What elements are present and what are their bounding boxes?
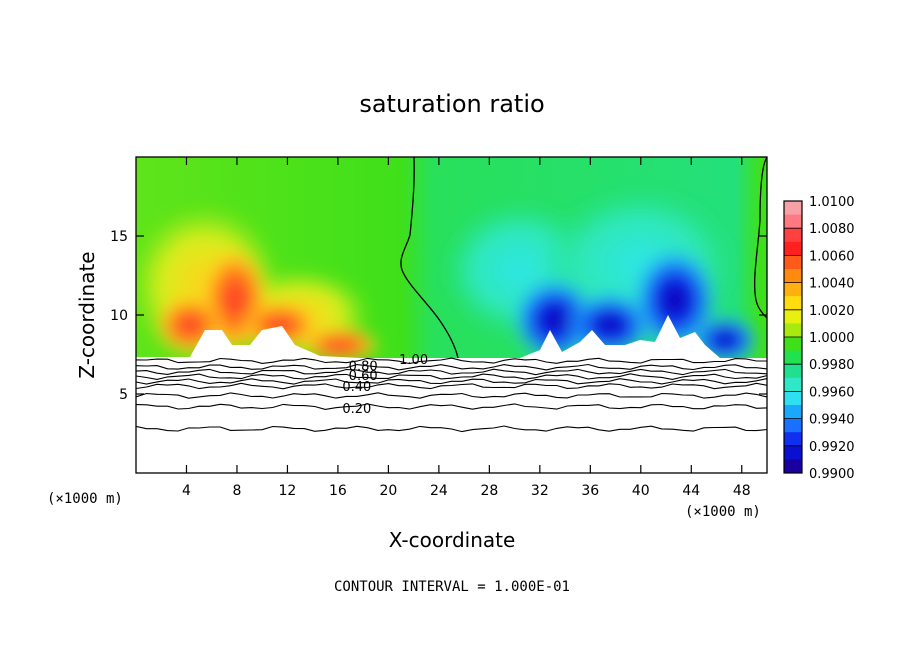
contour-line-1.00-left [400, 157, 459, 359]
colorbar-swatch [784, 296, 802, 311]
y-tick-label: 10 [110, 308, 128, 324]
colorbar-label: 0.9900 [809, 467, 855, 482]
x-tick-label: 20 [379, 483, 397, 499]
x-tick-label: 12 [279, 483, 297, 499]
colorbar-swatch [784, 241, 802, 256]
x-tick-label: 8 [232, 483, 241, 499]
colorbar-label: 1.0020 [809, 304, 855, 319]
x-tick-label: 28 [480, 483, 498, 499]
colorbar-swatch [784, 323, 802, 338]
colorbar-swatch [784, 377, 802, 392]
colorbar-swatch [784, 405, 802, 420]
contour-label: 0.40 [342, 380, 371, 395]
contour-label: 0.60 [349, 369, 378, 384]
x-unit-label-left: (×1000 m) [47, 491, 123, 507]
contour-line-0.80 [136, 363, 767, 371]
colorbar: 1.0100 1.0080 1.0060 1.0040 1.0020 1.0000 0.99… [783, 195, 855, 482]
colorbar-swatch [784, 364, 802, 379]
contour-line-1.00-right [754, 157, 767, 319]
x-axis-label: X-coordinate [389, 528, 516, 552]
colorbar-swatch [784, 391, 802, 406]
contour-label: 0.80 [349, 360, 378, 375]
colorbar-label: 1.0000 [809, 331, 855, 346]
colorbar-swatch [784, 337, 802, 352]
contour-interval-note: CONTOUR INTERVAL = 1.000E-01 [334, 579, 570, 595]
colorbar-swatch [784, 418, 802, 433]
x-tick-label: 48 [733, 483, 751, 499]
colorbar-swatch [784, 459, 802, 474]
colorbar-swatch [784, 228, 802, 243]
x-tick-label: 24 [430, 483, 448, 499]
y-axis-ticks: 5 10 15 [110, 229, 767, 403]
x-tick-label: 16 [329, 483, 347, 499]
y-tick-label: 15 [110, 229, 128, 245]
colorbar-label: 0.9940 [809, 413, 855, 428]
colorbar-swatch [784, 445, 802, 460]
x-axis-ticks: 4 8 12 16 20 24 28 32 36 40 44 48 [182, 157, 751, 499]
y-axis-label: Z-coordinate [75, 251, 99, 378]
x-tick-label: 32 [531, 483, 549, 499]
contour-line-0.70 [136, 368, 767, 376]
colorbar-swatch [784, 201, 802, 216]
colorbar-label: 1.0100 [809, 195, 855, 210]
contour-line-0.50 [136, 378, 767, 385]
subsaturation-region [440, 185, 760, 365]
plot-area [136, 157, 767, 473]
contour-line-0.20 [136, 403, 767, 410]
contour-line-0.40 [136, 382, 767, 390]
supersaturation-region [136, 205, 380, 365]
contour-line-0.60 [136, 373, 767, 380]
colorbar-swatch [784, 432, 802, 447]
contour-line-0.10 [136, 425, 767, 433]
x-tick-label: 36 [581, 483, 599, 499]
colorbar-label: 1.0080 [809, 222, 855, 237]
x-tick-label: 4 [182, 483, 191, 499]
colorbar-label: 0.9960 [809, 385, 855, 400]
colorbar-swatch [784, 350, 802, 365]
contour-labels: 1.00 0.800.600.40 0.20 [342, 353, 428, 417]
colorbar-swatch [784, 255, 802, 270]
x-tick-label: 44 [682, 483, 700, 499]
y-tick-label: 5 [119, 387, 128, 403]
contour-line-0.30 [136, 392, 767, 399]
colorbar-label: 1.0060 [809, 249, 855, 264]
colorbar-label: 1.0040 [809, 277, 855, 292]
colorbar-label: 0.9980 [809, 358, 855, 373]
contour-label: 0.20 [342, 402, 371, 417]
colorbar-swatch [784, 309, 802, 324]
colorbar-swatch [784, 214, 802, 229]
contour-label: 1.00 [399, 353, 428, 368]
x-tick-label: 40 [632, 483, 650, 499]
x-unit-label-right: (×1000 m) [685, 504, 761, 520]
contour-lines [136, 357, 767, 433]
colorbar-label: 0.9920 [809, 440, 855, 455]
colorbar-swatch [784, 282, 802, 297]
chart-title: saturation ratio [359, 90, 544, 118]
colorbar-swatch [784, 269, 802, 284]
contour-line-0.90 [136, 357, 767, 365]
